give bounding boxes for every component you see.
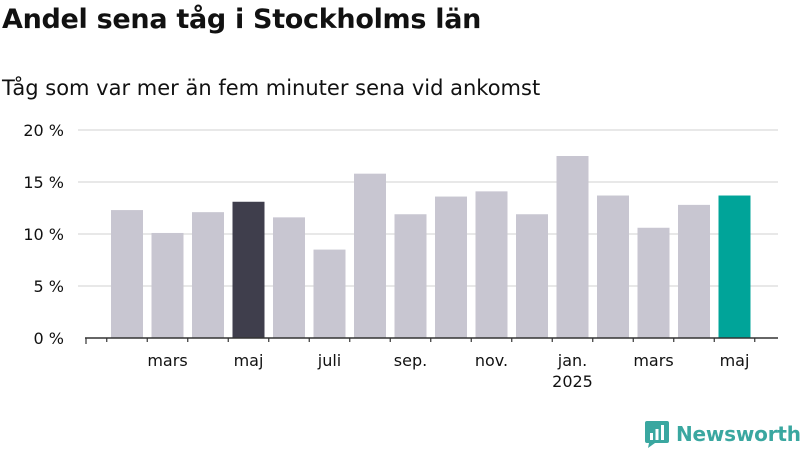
bar	[597, 195, 629, 338]
bar	[678, 204, 710, 338]
bar	[394, 214, 427, 338]
y-tick-label: 15 %	[23, 173, 64, 192]
x-tick-sublabel: 2025	[552, 372, 593, 391]
y-tick-label: 20 %	[23, 121, 64, 140]
y-tick-label: 5 %	[34, 277, 64, 296]
bar	[637, 227, 670, 338]
bar	[192, 212, 224, 338]
chart-title: Andel sena tåg i Stockholms län	[2, 4, 482, 35]
x-tick-label: nov.	[475, 351, 508, 370]
brand-logo: Newsworthy	[644, 420, 800, 448]
y-tick-label: 0 %	[34, 329, 64, 348]
brand-name: Newsworthy	[676, 422, 800, 446]
newsworthy-logo-icon	[645, 421, 669, 448]
bar	[475, 191, 508, 338]
x-tick-label: sep.	[394, 351, 427, 370]
chart-subtitle: Tåg som var mer än fem minuter sena vid …	[2, 76, 541, 100]
bar	[111, 210, 143, 338]
bar	[273, 217, 305, 338]
bar	[354, 173, 386, 338]
x-tick-label: jan.	[557, 351, 587, 370]
y-tick-label: 10 %	[23, 225, 64, 244]
bar	[232, 201, 265, 338]
x-tick-label: maj	[234, 351, 264, 370]
bar	[556, 156, 589, 338]
bar	[151, 232, 184, 338]
bar	[313, 249, 346, 338]
bar	[718, 195, 751, 338]
x-tick-label: mars	[147, 351, 187, 370]
x-tick-label: mars	[633, 351, 673, 370]
x-tick-label: juli	[317, 351, 341, 370]
x-tick-label: maj	[720, 351, 750, 370]
bar	[516, 214, 548, 338]
bar	[435, 196, 467, 338]
